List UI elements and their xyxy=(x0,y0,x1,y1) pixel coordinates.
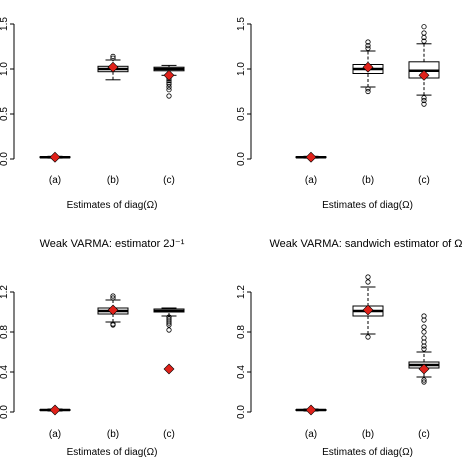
outlier xyxy=(421,97,427,104)
y-tick-label: 1.2 xyxy=(236,285,247,299)
outlier xyxy=(110,293,116,299)
mean-marker xyxy=(305,404,317,416)
mean-marker xyxy=(305,151,317,163)
outlier xyxy=(365,88,371,95)
outlier xyxy=(421,339,427,345)
mean-marker xyxy=(362,61,374,73)
outlier xyxy=(110,55,116,61)
mean-marker xyxy=(107,61,119,73)
y-tick-label: 0.8 xyxy=(0,325,10,339)
x-tick-label: (a) xyxy=(49,175,61,186)
mean-marker xyxy=(49,404,61,416)
y-tick-label: 0.4 xyxy=(0,365,10,379)
x-axis-label: Estimates of diag(Ω) xyxy=(67,447,158,458)
y-tick-label: 0.5 xyxy=(236,107,247,121)
outlier xyxy=(110,53,116,60)
y-tick-label: 1.5 xyxy=(236,17,247,31)
mean-marker xyxy=(163,363,175,375)
outlier xyxy=(166,327,172,333)
panel-title: Weak VARMA: estimator 2J⁻¹ xyxy=(40,238,185,250)
mean-marker xyxy=(107,304,119,316)
x-tick-label: (c) xyxy=(418,429,430,440)
outlier xyxy=(365,279,371,285)
y-tick-label: 1.0 xyxy=(236,62,247,76)
x-tick-label: (b) xyxy=(107,175,119,186)
outlier xyxy=(166,320,172,326)
outlier xyxy=(421,313,427,319)
outlier xyxy=(421,377,427,383)
y-tick-label: 0.8 xyxy=(236,325,247,339)
outlier xyxy=(421,335,427,341)
x-axis-label: Estimates of diag(Ω) xyxy=(322,200,413,211)
x-axis-label: Estimates of diag(Ω) xyxy=(67,200,158,211)
x-tick-label: (b) xyxy=(362,429,374,440)
panel-title: Weak VARMA: sandwich estimator of Ω xyxy=(269,238,462,250)
outlier xyxy=(110,321,116,327)
outlier xyxy=(421,38,427,44)
outlier xyxy=(421,329,427,335)
outlier xyxy=(365,42,371,49)
outlier xyxy=(421,346,427,352)
y-tick-label: 0.4 xyxy=(236,365,247,379)
outlier xyxy=(166,322,172,328)
mean-marker xyxy=(362,304,374,316)
y-tick-label: 1.2 xyxy=(0,285,10,299)
mean-marker xyxy=(49,151,61,163)
mean-marker xyxy=(163,69,175,81)
y-tick-label: 1.0 xyxy=(0,62,10,76)
outlier xyxy=(421,324,427,330)
outlier xyxy=(421,317,427,323)
outlier xyxy=(166,81,172,87)
outlier xyxy=(365,39,371,45)
x-tick-label: (a) xyxy=(49,429,61,440)
x-tick-label: (a) xyxy=(305,429,317,440)
outlier xyxy=(166,87,172,93)
x-tick-label: (a) xyxy=(305,175,317,186)
outlier xyxy=(365,45,371,51)
outlier xyxy=(421,379,427,385)
y-tick-label: 0.0 xyxy=(0,152,10,166)
outlier xyxy=(365,86,371,92)
outlier xyxy=(421,24,427,30)
mean-marker xyxy=(418,69,430,81)
outlier xyxy=(166,93,172,99)
x-tick-label: (c) xyxy=(418,175,430,186)
outlier xyxy=(421,101,427,107)
y-tick-label: 1.5 xyxy=(0,17,10,31)
outlier xyxy=(365,334,371,340)
y-tick-label: 0.5 xyxy=(0,107,10,121)
outlier xyxy=(421,30,427,36)
y-tick-label: 0.0 xyxy=(236,405,247,419)
x-tick-label: (c) xyxy=(163,429,175,440)
outlier xyxy=(421,95,427,101)
x-axis-label: Estimates of diag(Ω) xyxy=(322,447,413,458)
outlier xyxy=(110,295,116,301)
y-tick-label: 0.0 xyxy=(236,152,247,166)
y-tick-label: 0.0 xyxy=(0,405,10,419)
outlier xyxy=(421,343,427,349)
x-tick-label: (c) xyxy=(163,175,175,186)
x-tick-label: (b) xyxy=(362,175,374,186)
outlier xyxy=(365,274,371,280)
outlier xyxy=(166,84,172,90)
x-tick-label: (b) xyxy=(107,429,119,440)
mean-marker xyxy=(418,363,430,375)
